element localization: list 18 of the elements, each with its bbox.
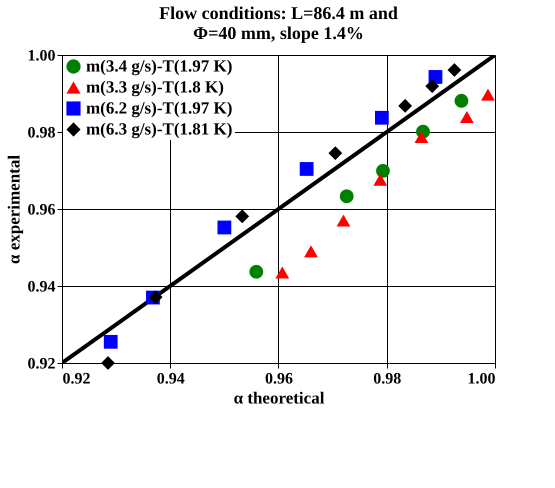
x-tick-label: 0.92 [62,370,90,388]
y-tick-label: 0.98 [28,124,56,142]
text: Φ=40 mm, slope 1.4% [193,23,364,43]
y-tick-label: 1.00 [28,48,56,64]
y-tick-label: 0.94 [28,278,56,296]
x-tick-label: 0.98 [373,370,402,388]
x-axis-title: α theoretical [234,388,325,408]
y-tick-label: 0.96 [28,202,56,218]
y-tick-label: 0.92 [28,356,56,372]
x-tick-label: 1.00 [468,370,496,388]
legend-label: m(6.2 g/s)-T(1.97 K) [86,98,232,118]
x-tick-label: 0.94 [156,370,185,388]
legend-label: m(3.4 g/s)-T(1.97 K) [86,56,232,76]
legend-label: m(6.3 g/s)-T(1.81 K) [86,120,232,138]
y-axis-title: α experimental [4,154,24,264]
text: Flow conditions: L=86.4 m and [159,3,398,23]
legend-label: m(3.3 g/s)-T(1.8 K) [86,78,224,96]
x-tick-label: 0.96 [265,370,293,388]
